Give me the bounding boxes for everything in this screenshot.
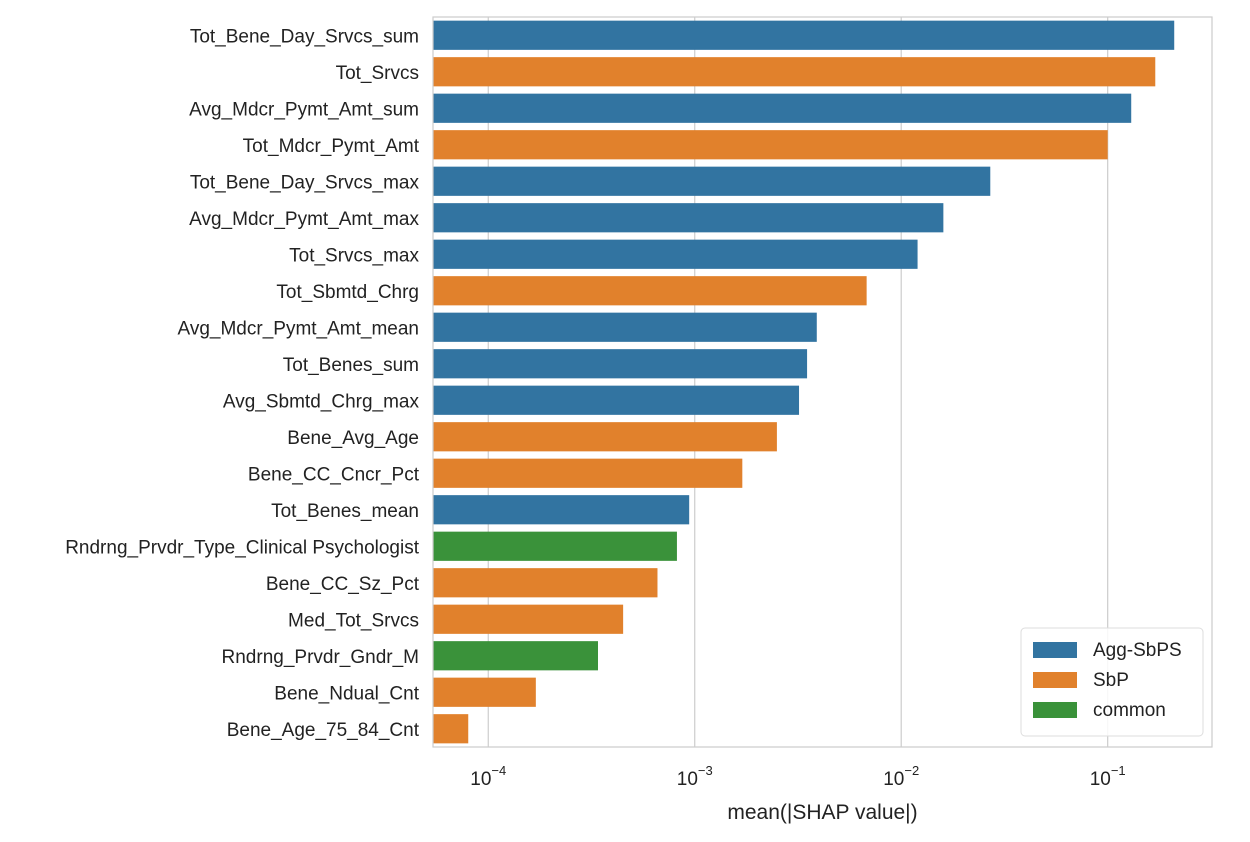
x-tick-layer: 10−4 10−3 10−2 10−1 — [470, 763, 1125, 790]
bar — [433, 312, 817, 342]
category-label: Avg_Mdcr_Pymt_Amt_sum — [189, 99, 419, 120]
category-label: Tot_Sbmtd_Chrg — [276, 282, 419, 303]
legend-label: SbP — [1093, 670, 1129, 691]
x-tick-exponent: −4 — [491, 763, 506, 778]
bar — [433, 385, 800, 415]
bar — [433, 458, 743, 488]
x-tick-base: 10 — [470, 769, 491, 790]
x-tick-label: 10−1 — [1090, 763, 1126, 790]
category-label: Bene_CC_Cncr_Pct — [248, 464, 420, 485]
bar — [433, 641, 598, 671]
category-label: Avg_Mdcr_Pymt_Amt_mean — [178, 318, 419, 339]
bar — [433, 495, 690, 525]
bar — [433, 568, 658, 598]
x-tick-exponent: −1 — [1111, 763, 1126, 778]
x-tick-exponent: −2 — [904, 763, 919, 778]
legend-label: common — [1093, 700, 1166, 721]
bar — [433, 604, 624, 634]
category-label: Tot_Srvcs — [336, 63, 419, 84]
x-tick-label: 10−3 — [677, 763, 713, 790]
x-tick-exponent: −3 — [698, 763, 713, 778]
bar — [433, 20, 1175, 50]
x-tick-base: 10 — [677, 769, 698, 790]
bar — [433, 276, 867, 306]
bar — [433, 166, 991, 196]
legend-label: Agg-SbPS — [1093, 640, 1182, 661]
category-label: Bene_Age_75_84_Cnt — [227, 720, 420, 741]
legend-swatch — [1033, 702, 1077, 718]
category-label: Tot_Benes_mean — [271, 501, 419, 522]
category-label: Tot_Bene_Day_Srvcs_max — [190, 172, 420, 193]
category-label: Med_Tot_Srvcs — [288, 610, 419, 631]
bar — [433, 239, 918, 269]
category-label: Bene_Ndual_Cnt — [274, 683, 419, 704]
category-label: Tot_Mdcr_Pymt_Amt — [243, 136, 420, 157]
x-tick-label: 10−4 — [470, 763, 506, 790]
category-label: Bene_CC_Sz_Pct — [266, 574, 420, 595]
bar — [433, 422, 777, 452]
bar-layer — [433, 20, 1175, 744]
bar — [433, 531, 677, 561]
bar — [433, 57, 1156, 87]
x-axis-label: mean(|SHAP value|) — [727, 801, 917, 824]
bar — [433, 714, 469, 744]
category-label: Tot_Bene_Day_Srvcs_sum — [190, 26, 419, 47]
category-label: Rndrng_Prvdr_Gndr_M — [222, 647, 419, 668]
bar — [433, 130, 1108, 160]
category-label-layer: Tot_Bene_Day_Srvcs_sum Tot_Srvcs Avg_Mdcr_… — [65, 26, 420, 741]
category-label: Rndrng_Prvdr_Type_Clinical Psychologist — [65, 537, 420, 558]
category-label: Bene_Avg_Age — [287, 428, 419, 449]
category-label: Tot_Srvcs_max — [289, 245, 419, 266]
bar — [433, 93, 1132, 123]
x-tick-base: 10 — [1090, 769, 1111, 790]
x-tick-base: 10 — [883, 769, 904, 790]
bar — [433, 677, 536, 707]
category-label: Avg_Mdcr_Pymt_Amt_max — [189, 209, 419, 230]
category-label: Avg_Sbmtd_Chrg_max — [223, 391, 420, 412]
legend-swatch — [1033, 642, 1077, 658]
x-tick-label: 10−2 — [883, 763, 919, 790]
legend: Agg-SbPS SbP common — [1020, 627, 1204, 737]
grid-layer — [487, 17, 1109, 747]
category-label: Tot_Benes_sum — [283, 355, 419, 376]
bar — [433, 203, 944, 233]
plot-frame — [432, 16, 1213, 748]
legend-swatch — [1033, 672, 1077, 688]
bar — [433, 349, 808, 379]
